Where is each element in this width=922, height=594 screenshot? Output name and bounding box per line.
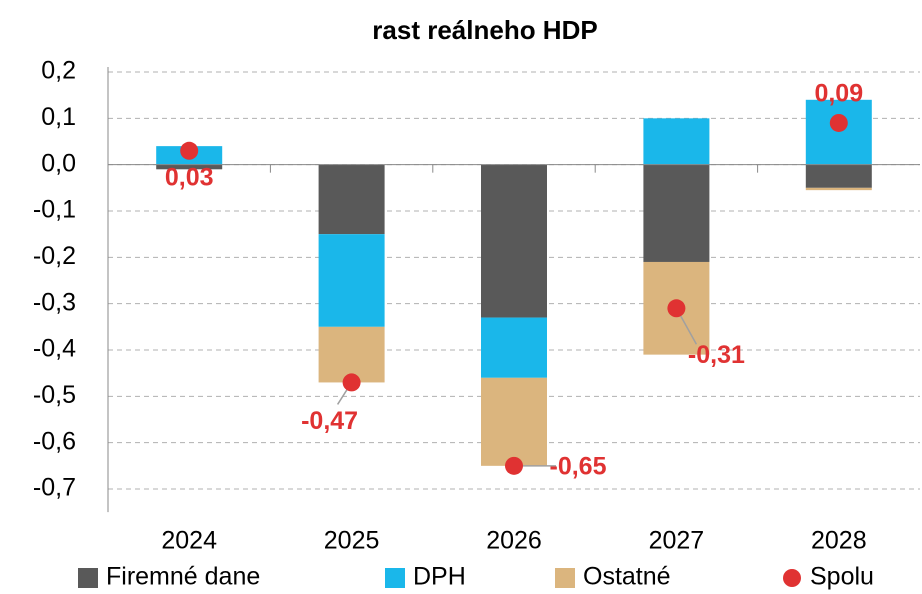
legend-label: Spolu [810, 563, 874, 591]
y-tick-label: -0,4 [33, 335, 76, 363]
data-label: 0,03 [165, 163, 214, 191]
legend-swatch [555, 568, 575, 588]
bar [481, 377, 547, 466]
bar [318, 326, 385, 383]
bar [481, 164, 547, 318]
bar [318, 164, 385, 235]
bar [643, 118, 710, 165]
x-tick-label: 2025 [324, 527, 380, 555]
x-tick-label: 2028 [811, 527, 867, 555]
legend-swatch [78, 568, 98, 588]
dot [180, 141, 199, 160]
y-tick-label: -0,3 [33, 288, 76, 316]
bar [318, 234, 385, 327]
y-tick-label: -0,6 [33, 427, 76, 455]
y-tick-label: -0,2 [33, 242, 76, 270]
x-tick-label: 2024 [161, 527, 217, 555]
bar [805, 99, 872, 165]
legend-label: DPH [413, 563, 466, 591]
y-tick-label: -0,5 [33, 381, 76, 409]
y-tick-label: -0,7 [33, 474, 76, 502]
y-tick-label: 0,1 [41, 103, 76, 131]
data-label: 0,09 [814, 80, 863, 108]
y-tick-label: 0,0 [41, 149, 76, 177]
chart-title: rast reálneho HDP [372, 15, 597, 45]
data-label: -0,47 [301, 407, 358, 435]
legend-label: Ostatné [583, 563, 671, 591]
bar [481, 317, 547, 378]
y-tick-label: -0,1 [33, 196, 76, 224]
legend-label: Firemné dane [106, 563, 260, 591]
bar [156, 164, 223, 170]
legend-swatch [385, 568, 405, 588]
dot [829, 113, 848, 132]
data-label: -0,65 [550, 452, 607, 480]
bar [643, 164, 710, 262]
y-tick-label: 0,2 [41, 57, 76, 85]
data-label: -0,31 [688, 341, 745, 369]
x-tick-label: 2026 [486, 527, 542, 555]
x-tick-label: 2027 [649, 527, 705, 555]
dot [342, 373, 361, 392]
bar [805, 187, 872, 191]
dot [505, 456, 523, 475]
legend-marker [783, 569, 801, 587]
dot [667, 299, 686, 318]
bar [805, 164, 872, 188]
